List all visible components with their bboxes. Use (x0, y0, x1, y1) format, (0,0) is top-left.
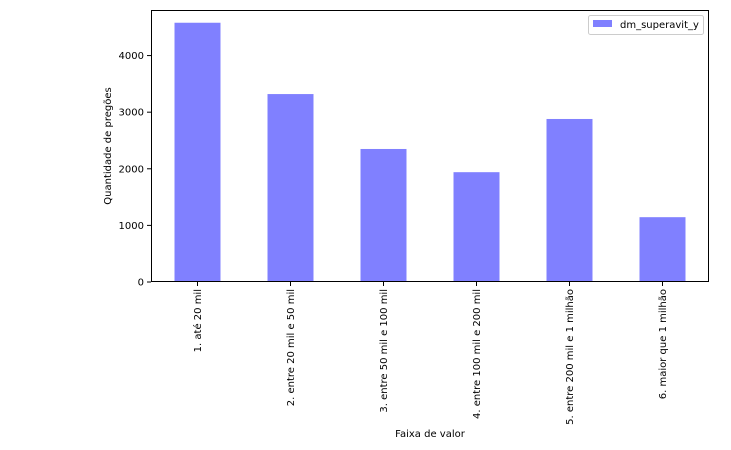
x-tick-label: 2. entre 20 mil e 50 mil (286, 289, 297, 406)
y-tick-label: 4000 (119, 51, 144, 62)
bar (174, 22, 221, 283)
x-tick-label: 3. entre 50 mil e 100 mil (379, 289, 390, 413)
legend-label: dm_superavit_y (620, 20, 699, 31)
y-axis-label: Quantidade de pregões (103, 87, 114, 204)
x-axis: 1. até 20 mil 2. entre 20 mil e 50 mil 3. … (192, 282, 669, 425)
legend-frame (588, 15, 704, 35)
x-tick-label: 6. maior que 1 milhão (658, 289, 669, 399)
bar (639, 217, 686, 282)
x-tick-label: 1. até 20 mil (192, 289, 204, 352)
plot-frame (151, 10, 709, 282)
y-tick-label: 1000 (119, 221, 144, 232)
x-axis-label: Faixa de valor (395, 429, 466, 440)
x-tick-label: 5. entre 200 mil e 1 milhão (565, 289, 576, 425)
legend-swatch (593, 20, 612, 27)
bars (174, 22, 686, 283)
bar (360, 148, 407, 282)
bar (267, 94, 314, 282)
y-tick-label: 0 (138, 278, 144, 289)
y-tick-label: 2000 (119, 164, 144, 175)
legend: dm_superavit_y (588, 15, 704, 35)
x-tick-label: 4. entre 100 mil e 200 mil (472, 289, 483, 419)
bar (546, 118, 593, 283)
bar (453, 172, 500, 282)
y-tick-label: 3000 (119, 108, 144, 119)
y-axis: 0 1000 2000 3000 4000 (119, 51, 151, 289)
